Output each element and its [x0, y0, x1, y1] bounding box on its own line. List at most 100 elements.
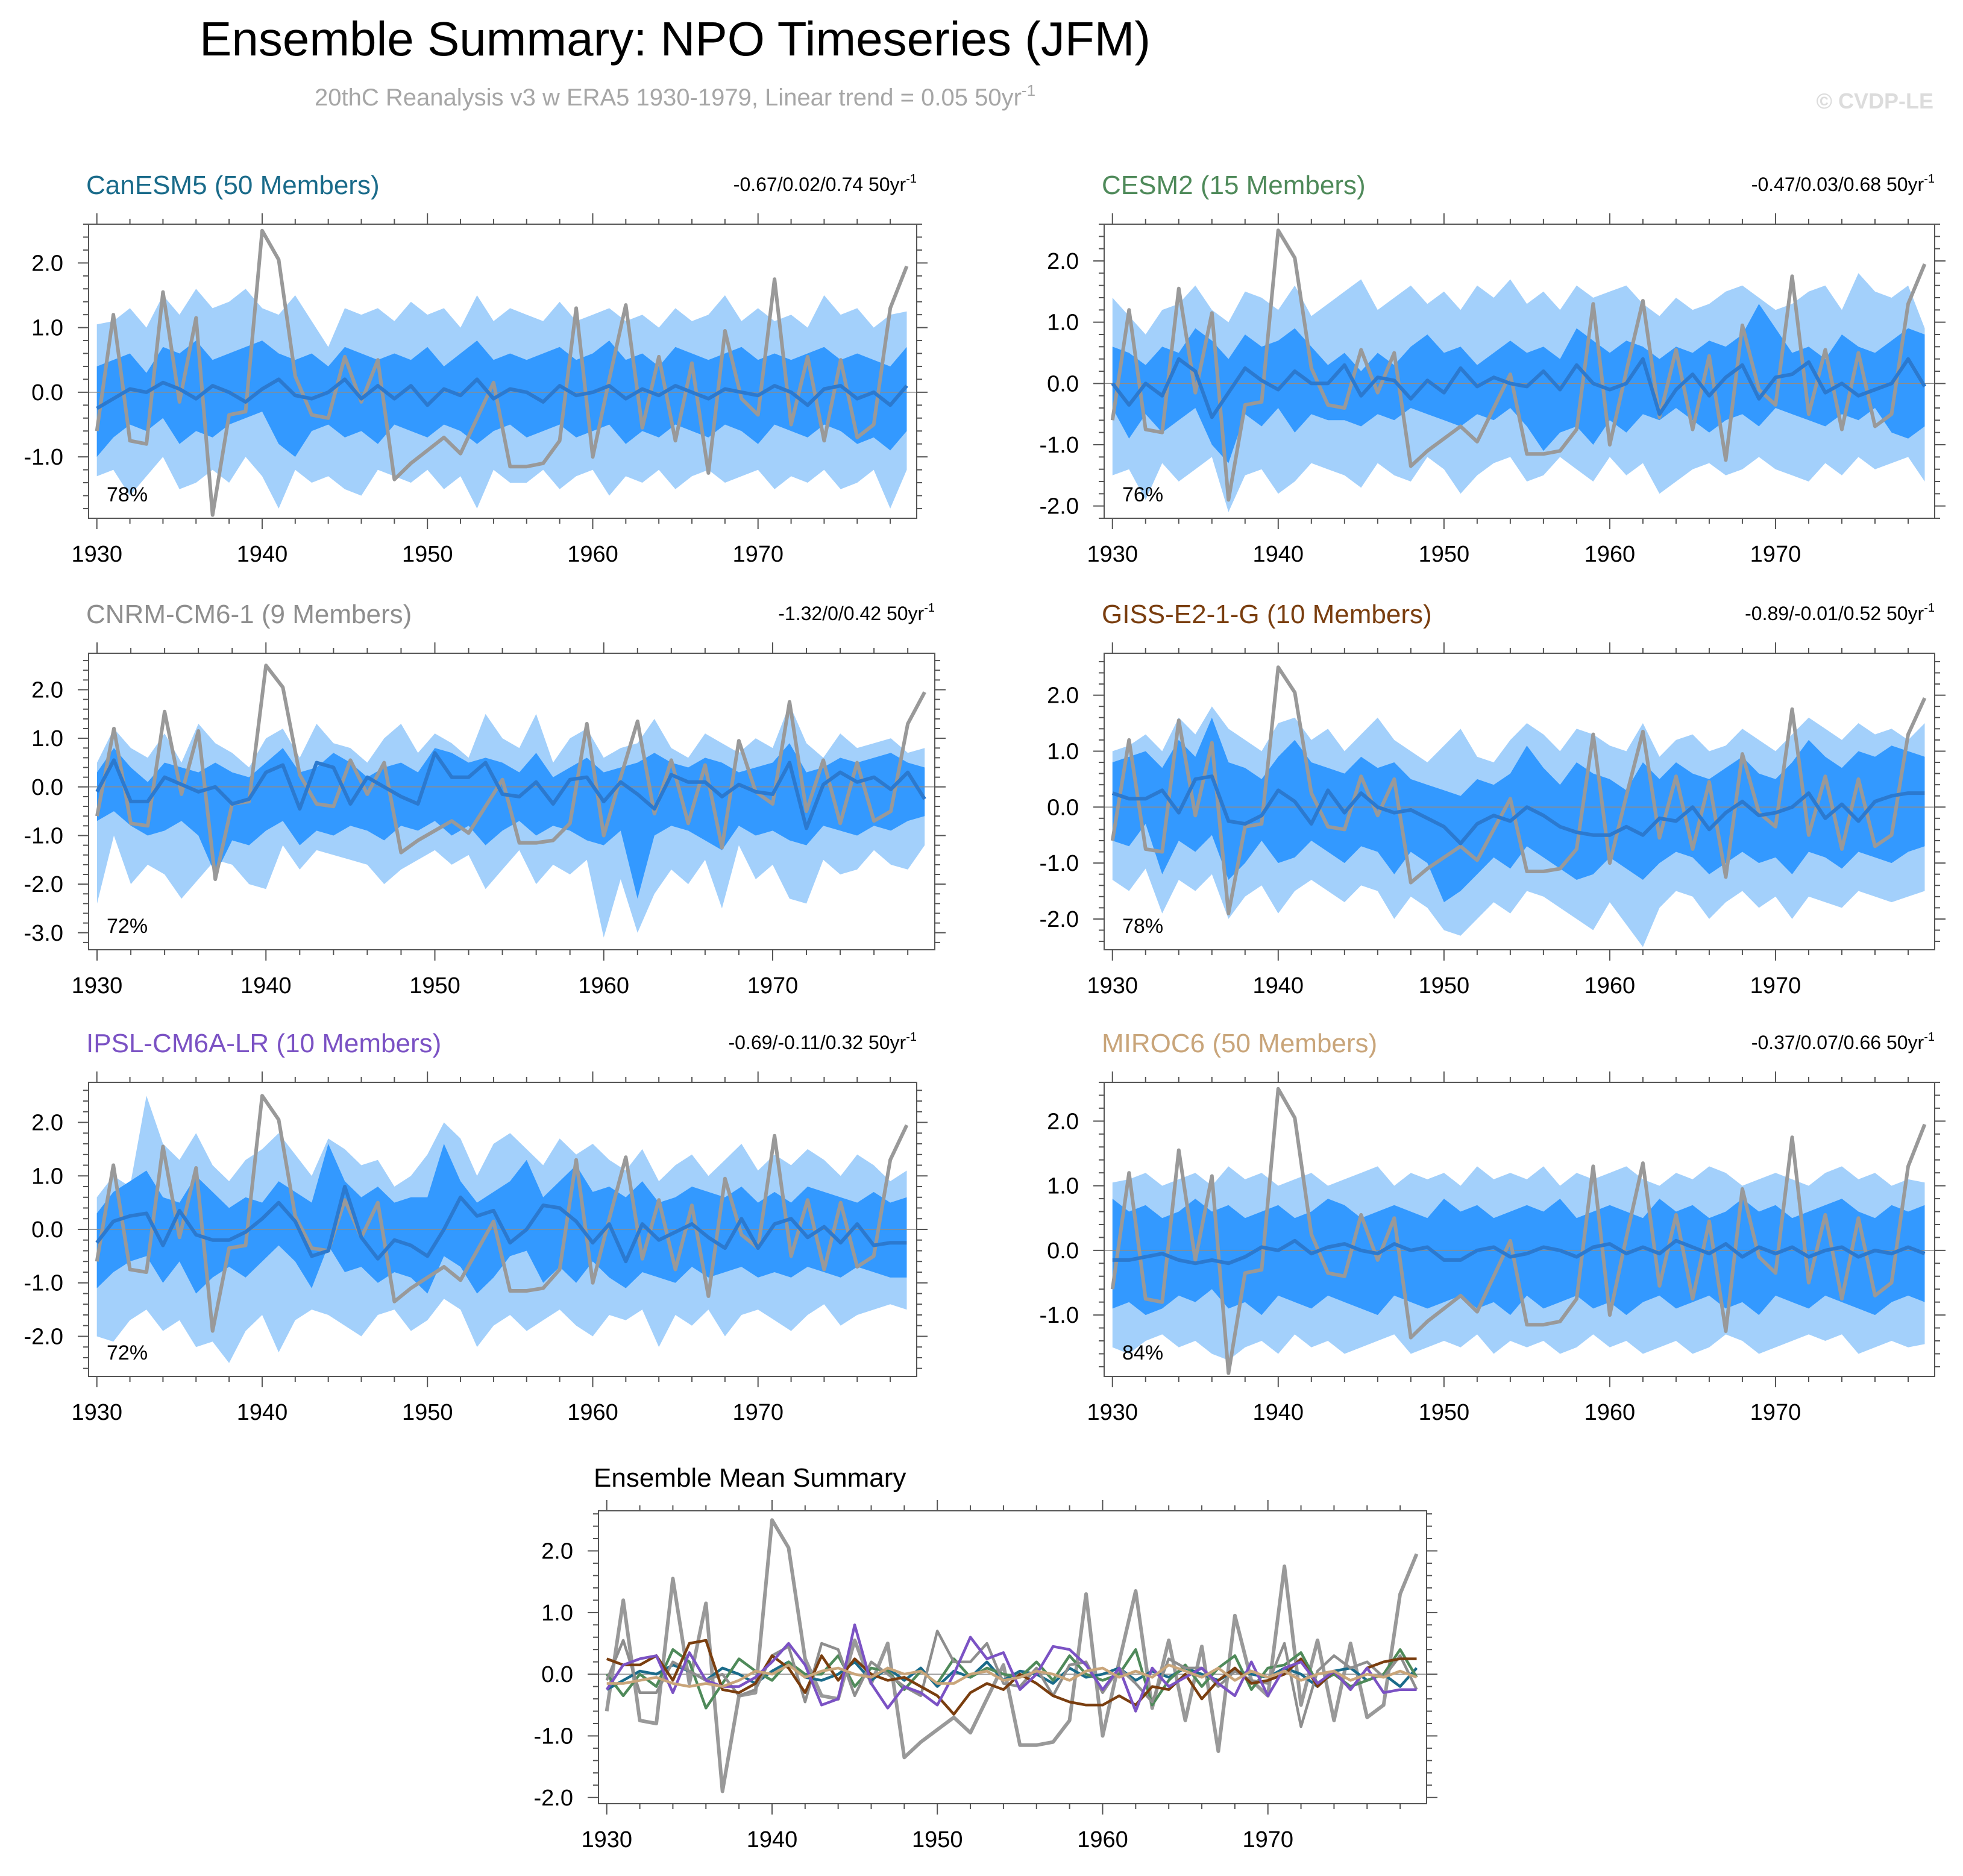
- trend-range-label: -0.89/-0.01/0.52 50yr-1: [1745, 601, 1935, 624]
- ensemble-mean-line: [95, 751, 926, 830]
- inner-spread-band: [96, 1144, 907, 1294]
- x-tick-label: 1940: [747, 1827, 798, 1852]
- percent-label: 72%: [107, 1341, 148, 1364]
- x-tick-label: 1930: [72, 973, 123, 999]
- figure-title: Ensemble Summary: NPO Timeseries (JFM): [199, 12, 1151, 66]
- x-tick-label: 1970: [1750, 973, 1801, 999]
- panel-frame: [1104, 653, 1935, 950]
- x-tick-label: 1940: [237, 542, 288, 567]
- x-tick-label: 1950: [1419, 973, 1470, 999]
- y-tick-label: -1.0: [534, 1724, 573, 1749]
- y-tick-label: 2.0: [31, 251, 63, 276]
- trend-range-text: -0.37/0.07/0.66 50yr: [1751, 1032, 1924, 1053]
- x-tick-label: 1930: [581, 1827, 632, 1852]
- trend-range-text: -0.67/0.02/0.74 50yr: [733, 174, 906, 195]
- trend-range-label: -0.47/0.03/0.68 50yr-1: [1751, 172, 1935, 195]
- x-tick-label: 1970: [747, 973, 799, 999]
- x-tick-label: 1960: [578, 973, 629, 999]
- x-tick-label: 1950: [1419, 542, 1470, 567]
- trend-range-label: -0.67/0.02/0.74 50yr-1: [733, 172, 917, 195]
- panel-title: CNRM-CM6-1 (9 Members): [86, 600, 412, 629]
- y-tick-label: 1.0: [1047, 739, 1079, 764]
- plot-area: [89, 1094, 917, 1363]
- x-tick-label: 1940: [1253, 1400, 1304, 1425]
- x-tick-label: 1960: [1585, 1400, 1636, 1425]
- y-tick-label: -1.0: [24, 445, 63, 470]
- y-tick-label: 2.0: [31, 677, 63, 703]
- x-tick-label: 1950: [1419, 1400, 1470, 1425]
- figure-subtitle: 20thC Reanalysis v3 w ERA5 1930-1979, Li…: [315, 81, 1035, 111]
- x-tick-label: 1930: [71, 542, 122, 567]
- observations-line: [95, 1094, 909, 1333]
- y-tick-label: 0.0: [1047, 1238, 1079, 1264]
- y-tick-label: 0.0: [31, 775, 63, 800]
- trend-range-text: -0.89/-0.01/0.52 50yr: [1745, 603, 1924, 624]
- percent-label: 78%: [107, 483, 148, 506]
- panel-title: CanESM5 (50 Members): [86, 171, 380, 200]
- observations-line: [95, 228, 909, 517]
- inner-spread-band: [96, 340, 907, 457]
- x-tick-label: 1960: [1585, 973, 1636, 999]
- x-tick-label: 1930: [1087, 973, 1138, 999]
- plot-area: [1104, 665, 1935, 947]
- panel-title: MIROC6 (50 Members): [1102, 1029, 1377, 1058]
- panel-frame: [1104, 1082, 1935, 1377]
- plot-area: [1104, 1087, 1935, 1375]
- y-tick-label: -3.0: [24, 921, 63, 946]
- y-tick-label: -2.0: [534, 1786, 573, 1811]
- trend-range-label: -1.32/0/0.42 50yr-1: [778, 601, 935, 624]
- panel-title: GISS-E2-1-G (10 Members): [1102, 600, 1432, 629]
- panel-0: 1930 1940 1950 1960 1970 -1.0 0.0 1.0 2.0 CanESM5…: [24, 171, 928, 567]
- panels-group: 1930 1940 1950 1960 1970 -1.0 0.0 1.0 2.0 CanESM5…: [24, 171, 1946, 1852]
- panel-3: 1930 1940 1950 1960 1970 -2.0 -1.0 0.0 1.0 2.0 GIS…: [1040, 600, 1946, 999]
- y-tick-label: 2.0: [541, 1539, 573, 1564]
- panel-title: CESM2 (15 Members): [1102, 171, 1366, 200]
- x-tick-label: 1940: [240, 973, 292, 999]
- y-tick-label: 2.0: [1047, 1109, 1079, 1134]
- x-tick-label: 1970: [732, 542, 784, 567]
- figure-subtitle-text: 20thC Reanalysis v3 w ERA5 1930-1979, Li…: [315, 84, 1022, 111]
- x-tick-label: 1960: [567, 542, 618, 567]
- trend-range-label: -0.37/0.07/0.66 50yr-1: [1751, 1031, 1935, 1053]
- x-tick-label: 1940: [237, 1400, 288, 1425]
- y-tick-label: 0.0: [31, 1217, 63, 1243]
- y-tick-label: -1.0: [1040, 851, 1079, 876]
- trend-range-label: -0.69/-0.11/0.32 50yr-1: [729, 1031, 917, 1053]
- panel-title: Ensemble Mean Summary: [594, 1463, 906, 1493]
- y-tick-label: 1.0: [1047, 310, 1079, 336]
- panel-frame: [88, 653, 935, 950]
- x-tick-label: 1970: [1750, 542, 1801, 567]
- panel-frame: [598, 1510, 1427, 1804]
- plot-area: [89, 228, 917, 517]
- percent-label: 84%: [1122, 1341, 1163, 1364]
- y-tick-label: 1.0: [541, 1601, 573, 1626]
- ensemble-mean-line: [96, 377, 908, 410]
- observations-line: [1110, 228, 1927, 502]
- y-tick-label: -2.0: [24, 1324, 63, 1349]
- percent-label: 78%: [1122, 915, 1163, 938]
- x-tick-label: 1950: [409, 973, 460, 999]
- y-tick-label: -1.0: [24, 823, 63, 849]
- panel-2: 1930 1940 1950 1960 1970 -3.0 -2.0 -1.0 0.0 1.0 2.…: [24, 600, 946, 999]
- ensemble-mean-line: [1111, 357, 1927, 419]
- x-tick-label: 1940: [1253, 542, 1304, 567]
- ensemble-mean-line: [95, 1185, 907, 1264]
- y-tick-label: 2.0: [1047, 249, 1079, 274]
- x-tick-label: 1950: [402, 542, 453, 567]
- y-tick-label: -1.0: [1040, 1303, 1079, 1328]
- ensemble-mean-line-2: [605, 1630, 1418, 1728]
- figure-subtitle-superscript: -1: [1022, 81, 1035, 99]
- ensemble-mean-line: [1111, 774, 1925, 845]
- y-tick-label: 0.0: [31, 380, 63, 406]
- panel-6: 1930 1940 1950 1960 1970 -2.0 -1.0 0.0 1.0 2.0 Ens…: [534, 1463, 1437, 1852]
- y-tick-label: 1.0: [31, 1164, 63, 1189]
- y-tick-label: -2.0: [1040, 494, 1079, 519]
- x-tick-label: 1930: [1087, 1400, 1138, 1425]
- percent-label: 72%: [107, 915, 148, 938]
- y-tick-label: -1.0: [1040, 433, 1079, 458]
- x-tick-label: 1970: [1242, 1827, 1293, 1852]
- x-tick-label: 1950: [402, 1400, 453, 1425]
- x-tick-label: 1970: [732, 1400, 784, 1425]
- y-tick-label: 1.0: [31, 726, 63, 751]
